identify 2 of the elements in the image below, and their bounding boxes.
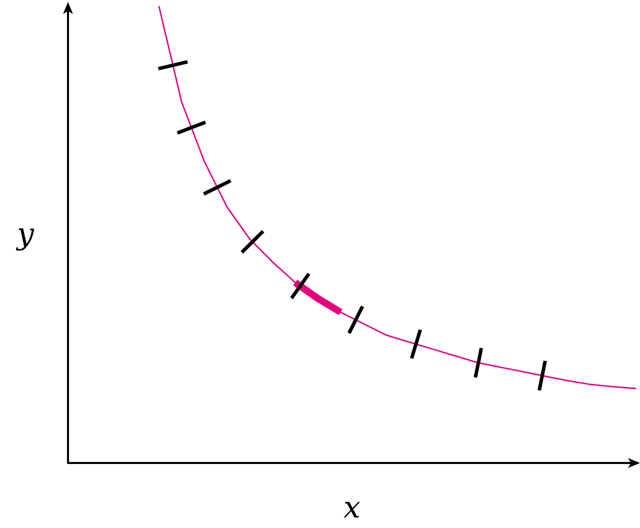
x-axis-title: x bbox=[344, 490, 361, 526]
y-axis-title: y bbox=[15, 217, 36, 252]
